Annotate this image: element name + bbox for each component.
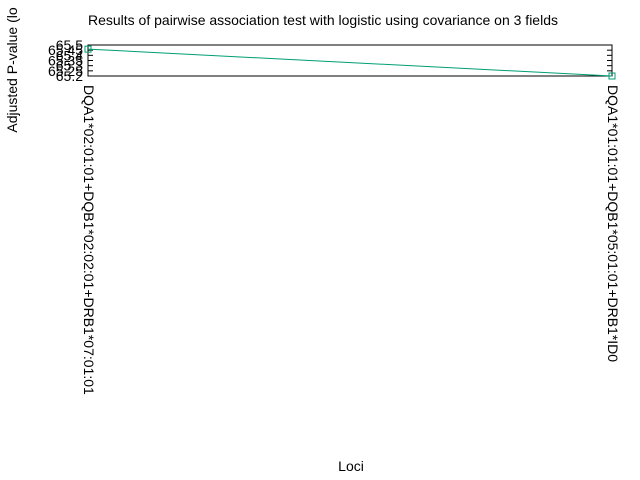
series-line	[87, 48, 613, 77]
x-axis-label: Loci	[338, 458, 364, 474]
plot-area	[87, 44, 613, 77]
x-tick-label: DQA1*02:01:01+DQB1*02:02:01+DRB1*07:01:0…	[81, 85, 97, 395]
x-axis-ticks: DQA1*02:01:01+DQB1*02:02:01+DRB1*07:01:0…	[81, 71, 621, 395]
y-tick-label: 65.25	[48, 63, 83, 79]
data-point	[608, 72, 616, 80]
y-axis-label: Adjusted P-value (lo	[4, 7, 20, 133]
y-tick-label: 65.4	[56, 47, 83, 63]
y-tick-label: 65.5	[56, 37, 83, 53]
data-point	[84, 45, 92, 53]
chart-title: Results of pairwise association test wit…	[88, 12, 558, 28]
series-layer	[84, 45, 616, 80]
y-tick-label: 65.35	[48, 53, 83, 69]
x-tick-label: DQA1*01:01:01+DQB1*05:01:01+DRB1*ID0	[605, 85, 621, 362]
y-tick-label: 65.3	[56, 58, 83, 74]
y-tick-label: 65.2	[56, 68, 83, 84]
y-tick-label: 65.45	[48, 42, 83, 58]
